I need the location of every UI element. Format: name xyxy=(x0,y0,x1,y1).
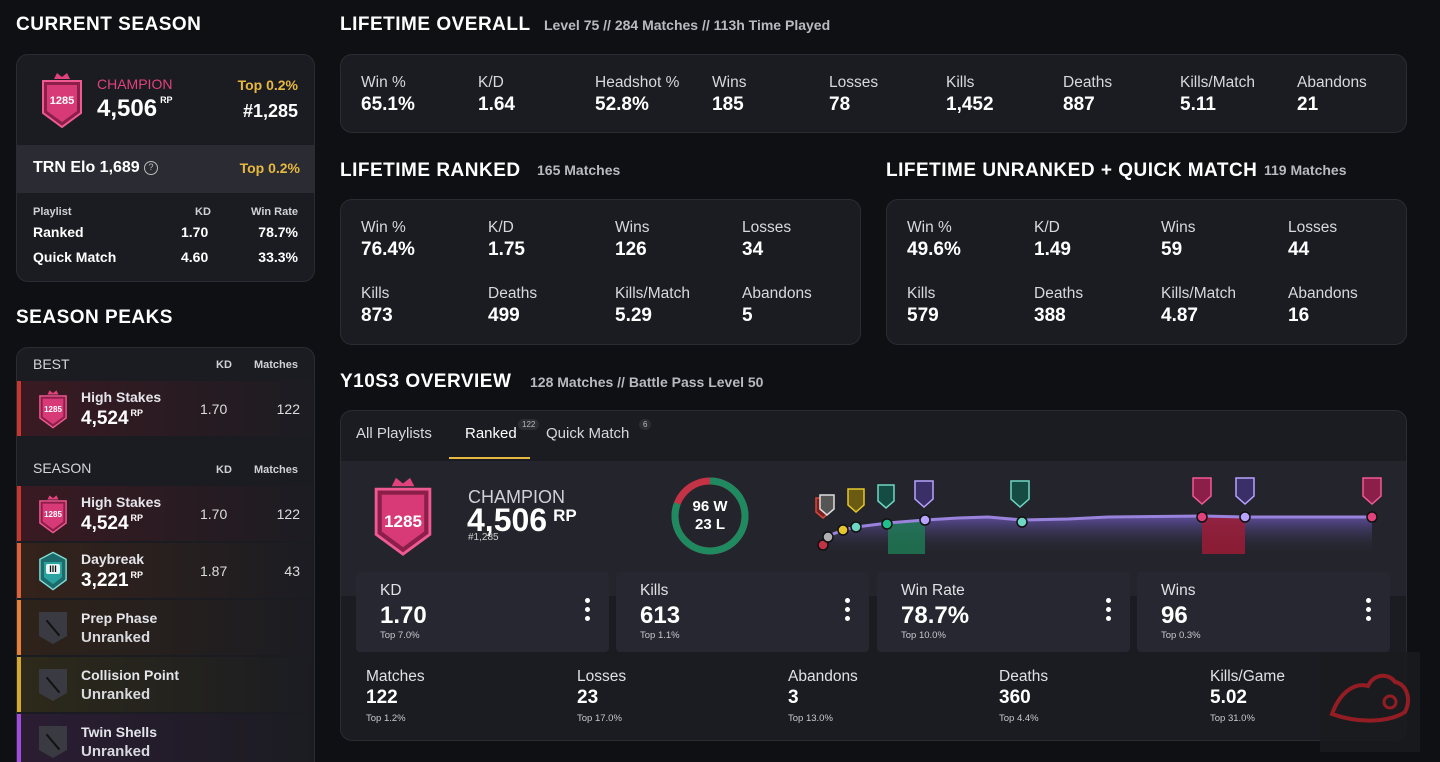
season-header: SEASON xyxy=(33,460,92,476)
ranked-winrate: 78.7% xyxy=(258,224,298,240)
stat-kills: Kills 1,452 xyxy=(946,74,994,115)
ranked-kd: 1.70 xyxy=(181,224,209,240)
playlist-quick-match: Quick Match xyxy=(33,249,117,265)
season-peaks-card: BEST KD Matches 1285 High Stakes 4,524 RP… xyxy=(16,347,315,762)
chart-point xyxy=(822,531,834,543)
lifetime-overall-card: Win % 65.1% K/D 1.64 Headshot % 52.8% Wins 1… xyxy=(340,54,1407,133)
stat-kd: K/D 1.64 xyxy=(478,74,515,115)
stat-card-kd: KD 1.70 Top 7.0% xyxy=(356,572,609,652)
more-options-icon[interactable] xyxy=(1106,598,1112,625)
col-playlist: Playlist xyxy=(33,206,72,218)
season-row[interactable]: III Daybreak 3,221 RP 1.87 43 xyxy=(17,543,314,598)
chart-point xyxy=(1016,516,1028,528)
chart-point xyxy=(837,524,849,536)
chart-point xyxy=(919,514,931,526)
season-row[interactable]: 1285 High Stakes 4,524 RP 1.70 122 xyxy=(17,486,314,541)
lifetime-unranked-subtitle: 119 Matches xyxy=(1264,162,1347,178)
champion-rank-icon: 1285 xyxy=(37,494,69,534)
diamond-rank-icon: III xyxy=(37,551,69,591)
lifetime-unranked-title: LIFETIME UNRANKED + QUICK MATCH xyxy=(886,160,1258,181)
lifetime-ranked-title: LIFETIME RANKED xyxy=(340,160,521,181)
stat-losses: Losses 23 Top 17.0% xyxy=(577,668,627,724)
unranked-icon xyxy=(39,669,67,701)
overview-rp: 4,506 RP xyxy=(467,502,577,538)
champion-rank-icon: 1285 xyxy=(370,475,436,557)
lifetime-unranked-card: Win % 49.6% K/D 1.49 Wins 59 Losses 44 Kills… xyxy=(886,199,1407,345)
stat-card-kills: Kills 613 Top 1.1% xyxy=(616,572,869,652)
col-winrate: Win Rate xyxy=(251,206,298,218)
tab-all-playlists[interactable]: All Playlists xyxy=(356,425,432,442)
trn-elo-row: TRN Elo 1,689 ? Top 0.2% xyxy=(17,145,314,193)
chart-point xyxy=(1239,511,1251,523)
unranked-icon xyxy=(39,726,67,758)
season-row[interactable]: Prep Phase Unranked xyxy=(17,600,314,655)
overview-subtitle: 128 Matches // Battle Pass Level 50 xyxy=(530,374,764,390)
stat-matches: Matches 122 Top 1.2% xyxy=(366,668,425,724)
quick-match-winrate: 33.3% xyxy=(258,249,298,265)
win-loss-ring xyxy=(671,477,749,555)
col-kd: KD xyxy=(195,206,211,218)
overview-position: #1,285 xyxy=(468,532,499,543)
active-tab-indicator xyxy=(449,457,530,459)
chart-point xyxy=(817,539,829,551)
more-options-icon[interactable] xyxy=(585,598,591,625)
chart-point xyxy=(1196,511,1208,523)
rank-top-percent: Top 0.2% xyxy=(237,77,298,93)
champion-rank-icon: 1285 xyxy=(39,71,85,129)
stat-kills-per-match: Kills/Match 5.11 xyxy=(1180,74,1255,115)
chart-point xyxy=(881,518,893,530)
info-icon[interactable]: ? xyxy=(144,161,158,175)
rank-milestone-icons xyxy=(815,477,1382,519)
playlist-ranked: Ranked xyxy=(33,224,84,240)
tab-quick-match-count: 6 xyxy=(639,419,652,430)
stat-abandons: Abandons 3 Top 13.0% xyxy=(788,668,858,724)
stat-deaths: Deaths 360 Top 4.4% xyxy=(999,668,1049,724)
current-season-card: 1285 CHAMPION 4,506 RP Top 0.2% #1,285 TR… xyxy=(16,54,315,282)
best-peak-row: 1285 High Stakes 4,524 RP 1.70 122 xyxy=(17,381,314,436)
lifetime-overall-title: LIFETIME OVERALL xyxy=(340,14,531,35)
trn-elo-label: TRN Elo 1,689 xyxy=(33,159,140,176)
stat-losses: Losses 78 xyxy=(829,74,879,115)
overview-title: Y10S3 OVERVIEW xyxy=(340,371,512,392)
lifetime-ranked-card: Win % 76.4% K/D 1.75 Wins 126 Losses 34 Kill… xyxy=(340,199,861,345)
season-row[interactable]: Collision Point Unranked xyxy=(17,657,314,712)
wins-count: 96 W xyxy=(692,498,728,515)
trn-elo-top: Top 0.2% xyxy=(239,160,300,176)
more-options-icon[interactable] xyxy=(845,598,851,625)
stat-card-win-rate: Win Rate 78.7% Top 10.0% xyxy=(877,572,1130,652)
rank-progression-chart xyxy=(815,477,1382,554)
chart-point xyxy=(850,521,862,533)
tab-quick-match[interactable]: Quick Match xyxy=(546,425,630,442)
season-row[interactable]: Twin Shells Unranked xyxy=(17,714,314,762)
best-header: BEST xyxy=(33,356,70,372)
stat-deaths: Deaths 887 xyxy=(1063,74,1113,115)
stat-wins: Wins 185 xyxy=(712,74,747,115)
rank-points: 4,506 RP xyxy=(97,95,173,122)
unranked-icon xyxy=(39,612,67,644)
tab-ranked-count: 122 xyxy=(518,419,540,430)
overview-rank-label: CHAMPION xyxy=(468,487,566,507)
rank-label: CHAMPION xyxy=(97,76,173,92)
stat-card-wins: Wins 96 Top 0.3% xyxy=(1137,572,1390,652)
watermark-logo xyxy=(1320,652,1420,752)
stat-win-pct: Win % 65.1% xyxy=(361,74,415,115)
lifetime-overall-subtitle: Level 75 // 284 Matches // 113h Time Pla… xyxy=(544,17,831,33)
stat-kills-per-game: Kills/Game 5.02 Top 31.0% xyxy=(1210,668,1285,724)
more-options-icon[interactable] xyxy=(1366,598,1372,625)
stat-headshot: Headshot % 52.8% xyxy=(595,74,680,115)
rank-position: #1,285 xyxy=(242,101,298,121)
quick-match-kd: 4.60 xyxy=(181,249,209,265)
champion-rank-icon: 1285 xyxy=(37,389,69,429)
losses-count: 23 L xyxy=(694,516,725,533)
chart-point xyxy=(1366,511,1378,523)
tab-ranked[interactable]: Ranked xyxy=(465,425,517,442)
season-peaks-title: SEASON PEAKS xyxy=(16,307,173,328)
win-arc xyxy=(671,477,749,555)
lifetime-ranked-subtitle: 165 Matches xyxy=(537,162,621,178)
stat-abandons: Abandons 21 xyxy=(1297,74,1367,115)
current-season-title: CURRENT SEASON xyxy=(16,14,202,35)
